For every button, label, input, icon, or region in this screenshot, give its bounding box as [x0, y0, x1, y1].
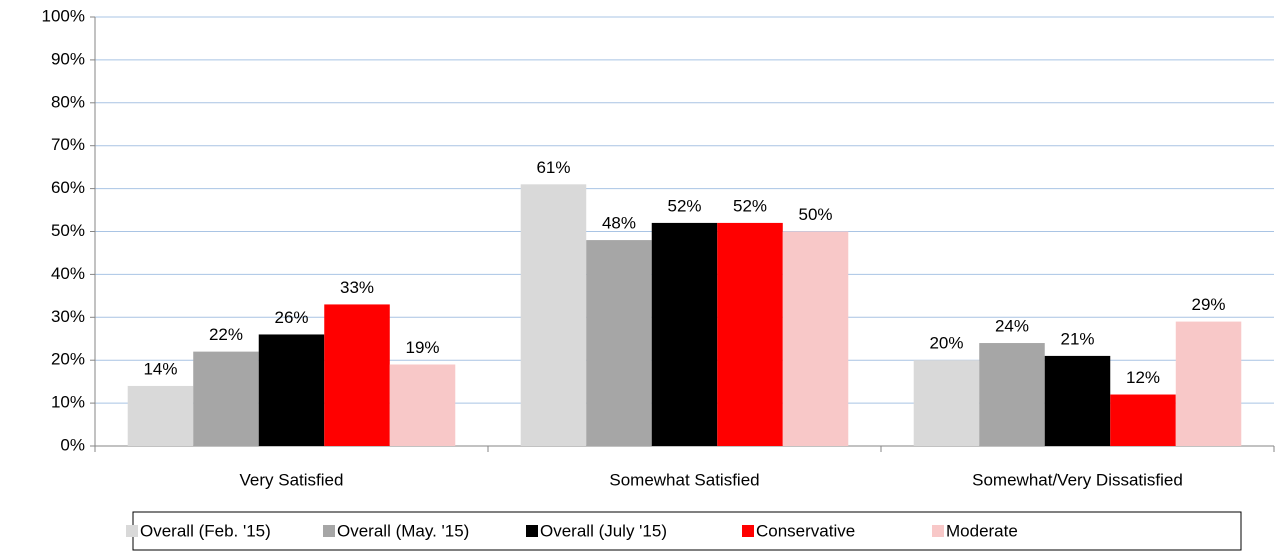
bar: [1110, 394, 1176, 446]
bar: [586, 240, 652, 446]
data-label: 14%: [143, 359, 177, 378]
data-label: 29%: [1192, 295, 1226, 314]
legend-swatch: [742, 525, 754, 537]
legend-swatch: [323, 525, 335, 537]
y-tick-label: 70%: [51, 135, 85, 154]
bar: [193, 351, 259, 446]
bar: [782, 231, 849, 446]
data-label: 48%: [602, 214, 636, 233]
bar: [1175, 321, 1242, 446]
y-tick-label: 10%: [51, 393, 85, 412]
data-label: 33%: [340, 278, 374, 297]
data-label: 22%: [209, 325, 243, 344]
x-tick-label: Somewhat/Very Dissatisfied: [972, 470, 1183, 489]
data-label: 52%: [733, 196, 767, 215]
y-tick-label: 40%: [51, 264, 85, 283]
legend-label: Conservative: [756, 521, 855, 540]
x-tick-label: Somewhat Satisfied: [609, 470, 759, 489]
bar: [324, 304, 390, 446]
bar: [1044, 355, 1111, 446]
y-tick-label: 80%: [51, 92, 85, 111]
data-label: 12%: [1126, 368, 1160, 387]
y-tick-label: 90%: [51, 49, 85, 68]
bar: [127, 385, 194, 446]
y-tick-label: 50%: [51, 221, 85, 240]
y-tick-label: 0%: [60, 435, 85, 454]
legend-swatch: [932, 525, 944, 537]
data-label: 52%: [667, 196, 701, 215]
y-tick-label: 100%: [42, 6, 85, 25]
legend-swatch: [126, 525, 138, 537]
bar: [913, 360, 980, 446]
y-tick-label: 30%: [51, 307, 85, 326]
legend-label: Moderate: [946, 521, 1018, 540]
legend-swatch: [526, 525, 538, 537]
data-label: 26%: [274, 308, 308, 327]
data-label: 19%: [406, 338, 440, 357]
bar: [717, 222, 783, 446]
data-label: 20%: [929, 334, 963, 353]
bar: [389, 364, 456, 446]
legend-label: Overall (July '15): [540, 521, 667, 540]
bar: [520, 184, 587, 446]
legend-label: Overall (May. '15): [337, 521, 469, 540]
bar: [651, 222, 718, 446]
bar: [979, 343, 1045, 446]
x-tick-label: Very Satisfied: [240, 470, 344, 489]
data-label: 50%: [799, 205, 833, 224]
y-tick-label: 20%: [51, 350, 85, 369]
y-tick-label: 60%: [51, 178, 85, 197]
data-label: 21%: [1060, 329, 1094, 348]
bar: [258, 334, 325, 446]
legend-box: [132, 511, 1242, 551]
data-label: 61%: [536, 158, 570, 177]
data-label: 24%: [995, 317, 1029, 336]
legend-label: Overall (Feb. '15): [140, 521, 271, 540]
